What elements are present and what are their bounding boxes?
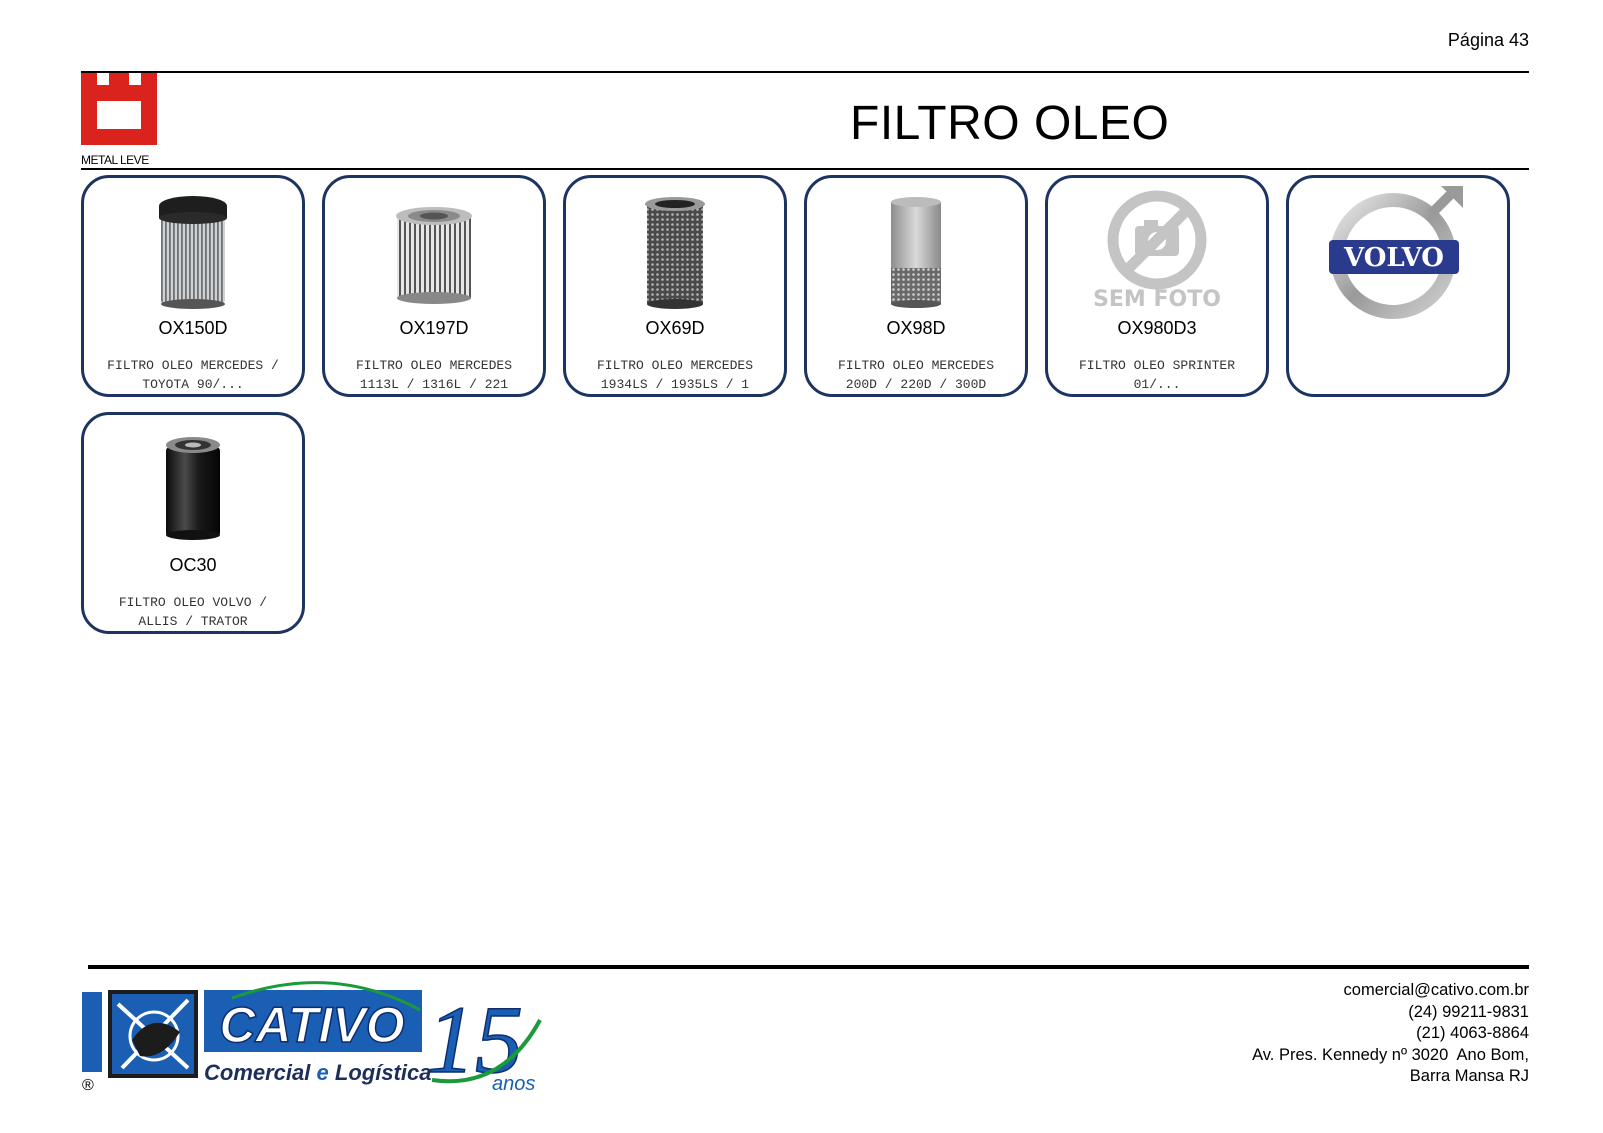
contact-block: comercial@cativo.com.br (24) 99211-9831 …: [1252, 980, 1529, 1088]
no-photo-icon: SEM FOTO: [1093, 190, 1221, 308]
cativo-logo-graphic: CATIVO Comercial e Logística 15 anos ®: [82, 981, 542, 1095]
product-description: FILTRO OLEO VOLVO / ALLIS / TRATOR: [118, 595, 268, 629]
product-description: FILTRO OLEO MERCEDES 1113L / 1316L / 221: [355, 358, 513, 392]
registered-mark: ®: [82, 1077, 94, 1094]
oil-filter-image: [159, 196, 227, 309]
cativo-logo: CATIVO Comercial e Logística 15 anos ®: [82, 980, 562, 1100]
oil-filter-image: [396, 207, 472, 304]
contact-phone-1: (24) 99211-9831: [1408, 1002, 1529, 1021]
product-card[interactable]: OX197D FILTRO OLEO MERCEDES 1113L / 1316L…: [322, 175, 546, 397]
top-rule: [81, 71, 1529, 73]
cativo-subtitle-a: Comercial: [204, 1060, 311, 1085]
product-description: FILTRO OLEO MERCEDES / TOYOTA 90/...: [107, 358, 279, 392]
cativo-subtitle-e: e: [317, 1060, 329, 1085]
product-code: OX98D: [886, 318, 946, 338]
product-code: OX150D: [158, 318, 228, 338]
metal-leve-logo-mark: [81, 73, 157, 145]
product-card[interactable]: OX150D FILTRO OLEO MERCEDES / TOYOTA 90/.…: [81, 175, 305, 397]
cativo-logo-text: CATIVO: [219, 997, 404, 1053]
oil-filter-image: [166, 437, 220, 540]
no-photo-label: SEM FOTO: [1093, 287, 1221, 308]
product-card[interactable]: SEM FOTO OX980D3 FILTRO OLEO SPRINTER 01/…: [1045, 175, 1269, 397]
oil-filter-image: [891, 197, 941, 308]
product-code: OC30: [169, 555, 217, 575]
product-card[interactable]: OX69D FILTRO OLEO MERCEDES 1934LS / 1935L…: [563, 175, 787, 397]
product-card[interactable]: OX98D FILTRO OLEO MERCEDES 200D / 220D / …: [804, 175, 1028, 397]
volvo-logo: VOLVO: [1329, 186, 1463, 319]
cativo-subtitle-b: Logística: [335, 1060, 432, 1085]
title-rule: [81, 168, 1529, 170]
product-description: FILTRO OLEO MERCEDES 1934LS / 1935LS / 1: [596, 358, 754, 392]
footer-rule: [88, 965, 1529, 969]
brand-card[interactable]: VOLVO: [1286, 175, 1510, 397]
contact-phone-2: (21) 4063-8864: [1416, 1024, 1529, 1042]
brand-label: METAL LEVE: [81, 153, 149, 167]
contact-address-2: Barra Mansa RJ: [1409, 1067, 1529, 1085]
anniversary-word: anos: [492, 1073, 535, 1095]
volvo-logo-text: VOLVO: [1343, 243, 1444, 273]
page-number: Página 43: [1447, 30, 1529, 50]
svg-text:Comercial e Logíst: Comercial e Logística: [204, 1060, 431, 1085]
contact-email[interactable]: comercial@cativo.com.br: [1343, 981, 1529, 999]
contact-address-1: Av. Pres. Kennedy nº 3020 Ano Bom,: [1252, 1045, 1529, 1064]
product-description: FILTRO OLEO SPRINTER 01/...: [1078, 358, 1236, 392]
product-description: FILTRO OLEO MERCEDES 200D / 220D / 300D: [837, 358, 995, 392]
page-title: FILTRO OLEO: [850, 97, 1170, 150]
product-code: OX69D: [645, 318, 705, 338]
product-card[interactable]: OC30 FILTRO OLEO VOLVO / ALLIS / TRATOR: [81, 412, 305, 634]
oil-filter-image: [645, 197, 705, 309]
product-code: OX980D3: [1117, 318, 1197, 338]
anniversary-number: 15: [427, 986, 523, 1093]
brand-logo: METAL LEVE: [81, 73, 161, 167]
product-code: OX197D: [399, 318, 469, 338]
